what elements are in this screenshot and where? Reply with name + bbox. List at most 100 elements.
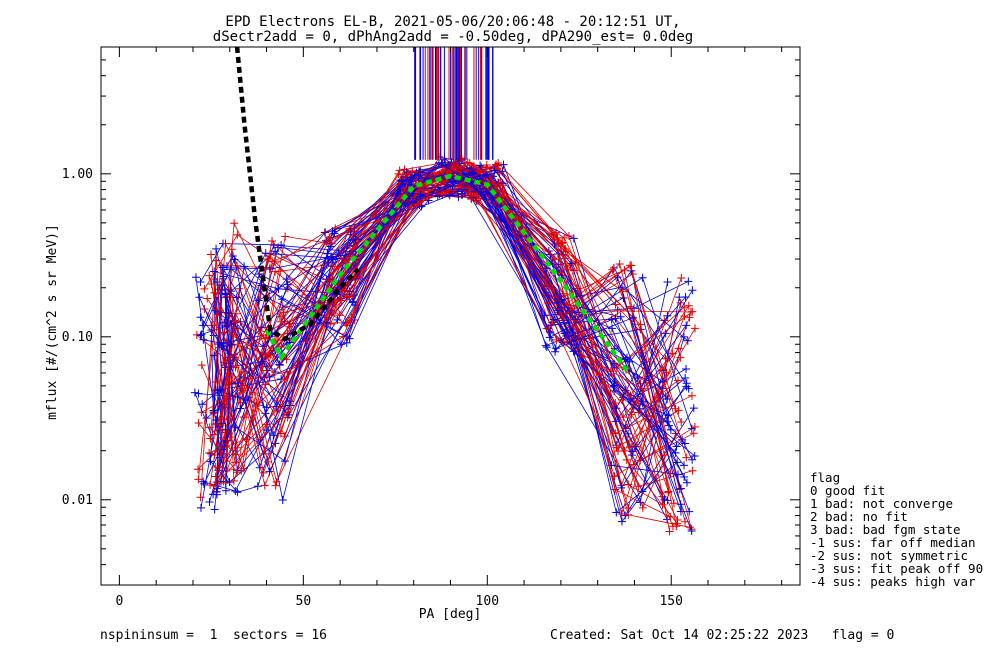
data-point-marker [210,505,219,514]
footer-created-info: Created: Sat Oct 14 02:25:22 2023 flag =… [550,628,894,643]
data-point-marker [627,443,636,452]
data-point-marker [233,230,242,239]
data-point-marker [227,245,236,254]
data-point-marker [394,169,403,178]
data-point-marker [687,391,696,400]
data-point-marker [676,484,685,493]
data-point-marker [682,379,691,388]
data-point-marker [403,169,412,178]
data-point-marker [268,257,277,266]
trace-line [203,164,682,505]
data-point-marker [685,313,694,322]
data-point-marker [676,353,685,362]
data-point-marker [619,413,628,422]
data-point-marker [619,293,628,302]
data-point-marker [609,263,618,272]
data-point-marker [549,231,558,240]
data-point-marker [541,341,550,350]
data-point-marker [417,202,426,211]
trace-line [223,190,687,453]
y-tick-label: 0.10 [62,330,93,345]
data-point-marker [671,448,680,457]
data-point-marker [611,417,620,426]
data-point-marker [689,404,698,413]
data-point-marker [558,238,567,247]
data-point-marker [205,423,214,432]
data-point-marker [233,443,242,452]
data-point-marker [663,394,672,403]
data-point-marker [549,315,558,324]
data-point-marker [548,284,557,293]
data-point-marker [607,315,616,324]
chart-title-line1: EPD Electrons EL-B, 2021-05-06/20:06:48 … [225,14,680,30]
data-point-marker [240,262,249,271]
data-point-marker [197,361,206,370]
data-point-marker [674,406,683,415]
data-point-marker [323,236,332,245]
data-point-marker [610,378,619,387]
data-point-marker [680,472,689,481]
data-point-marker [616,312,625,321]
data-point-marker [498,192,507,201]
trace-line [226,176,677,447]
data-point-marker [612,443,621,452]
data-point-marker [397,177,406,186]
data-point-marker [676,500,685,509]
data-point-marker [542,343,551,352]
data-point-marker [464,188,473,197]
data-point-marker [237,384,246,393]
data-point-marker [684,384,693,393]
data-point-marker [225,478,234,487]
data-point-marker [545,333,554,342]
data-point-marker [337,340,346,349]
data-point-marker [472,192,481,201]
data-point-marker [617,509,626,518]
data-point-marker [206,481,215,490]
data-point-marker [230,219,239,228]
data-point-marker [233,488,242,497]
data-point-marker [273,396,282,405]
data-point-marker [673,519,682,528]
data-point-marker [689,429,698,438]
data-point-marker [672,442,681,451]
data-point-marker [206,457,215,466]
data-point-marker [196,503,205,512]
data-point-marker [341,257,350,266]
data-point-marker [690,451,699,460]
data-point-marker [231,450,240,459]
data-point-marker [685,507,694,516]
data-point-marker [665,527,674,536]
data-point-marker [265,467,274,476]
data-point-marker [681,517,690,526]
x-tick-label: 0 [115,594,123,609]
data-point-marker [275,361,284,370]
data-point-marker [255,270,264,279]
legend-entry: -4 sus: peaks high var [810,574,976,589]
data-point-marker [449,158,458,167]
data-point-marker [684,301,693,310]
data-point-marker [259,342,268,351]
data-point-marker [553,306,562,315]
x-tick-label: 150 [659,594,682,609]
data-point-marker [617,283,626,292]
data-point-marker [194,465,203,474]
data-point-marker [569,234,578,243]
trace-line [216,162,687,493]
data-point-marker [231,363,240,372]
data-point-marker [557,239,566,248]
data-point-marker [236,404,245,413]
legend-entry: 3 bad: bad fgm state [810,522,961,537]
data-point-marker [680,461,689,470]
data-point-marker [219,358,228,367]
data-point-marker [280,457,289,466]
data-point-marker [271,439,280,448]
data-point-marker [263,255,272,264]
data-point-marker [227,377,236,386]
trace-line [222,172,689,378]
data-point-marker [669,499,678,508]
trace-line [214,167,666,487]
data-point-marker [196,331,205,340]
data-point-marker [221,289,230,298]
trace-line [213,190,687,489]
data-point-marker [564,232,573,241]
